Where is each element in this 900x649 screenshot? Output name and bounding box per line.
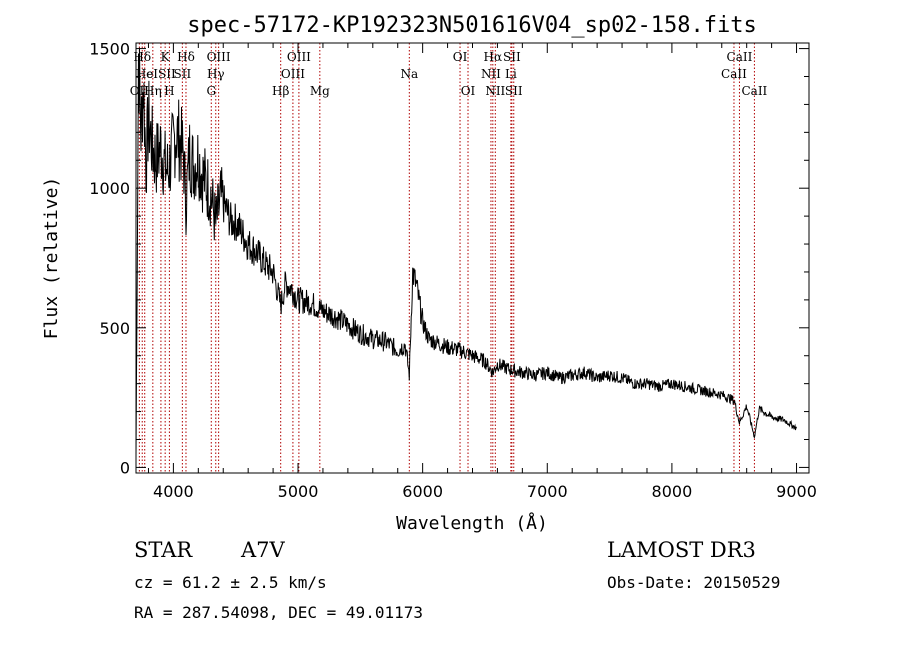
line-label-26: CaII bbox=[721, 67, 747, 81]
line-label-10: Hγ bbox=[207, 67, 225, 81]
line-label-9: OIII bbox=[207, 50, 231, 64]
line-label-15: Mg bbox=[310, 84, 330, 98]
x-tick-label-2: 6000 bbox=[402, 482, 443, 501]
y-axis-label: Flux (relative) bbox=[41, 177, 62, 340]
line-label-27: CaII bbox=[741, 84, 767, 98]
x-tick-label-5: 9000 bbox=[776, 482, 817, 501]
y-tick-label-2: 1000 bbox=[89, 179, 130, 198]
line-label-6: H bbox=[164, 84, 174, 98]
line-label-14: OIII bbox=[281, 67, 305, 81]
line-label-13: OIII bbox=[287, 50, 311, 64]
survey-name: LAMOST DR3 bbox=[607, 538, 756, 562]
line-label-5: eISII bbox=[146, 67, 176, 81]
coordinates: RA = 287.54098, DEC = 49.01173 bbox=[134, 603, 423, 622]
line-label-12: Hβ bbox=[272, 84, 289, 98]
line-label-19: Hα bbox=[484, 50, 503, 64]
line-label-0: Hδ bbox=[133, 50, 151, 64]
line-label-24: SII bbox=[505, 84, 523, 98]
line-label-16: Na bbox=[400, 67, 418, 81]
chart-title: spec-57172-KP192323N501616V04_sp02-158.f… bbox=[187, 13, 757, 38]
observation-date: Obs-Date: 20150529 bbox=[607, 573, 781, 592]
plot-frame bbox=[135, 42, 810, 474]
y-tick-label-3: 1500 bbox=[89, 40, 130, 59]
spectral-subclass: A7V bbox=[241, 538, 285, 562]
y-tick-label-1: 500 bbox=[99, 319, 130, 338]
y-tick-label-0: 0 bbox=[120, 458, 130, 477]
x-tick-label-1: 5000 bbox=[278, 482, 319, 501]
line-label-11: G bbox=[206, 84, 216, 98]
x-axis-label: Wavelength (Å) bbox=[396, 512, 548, 534]
object-type: STAR bbox=[134, 538, 193, 562]
x-tick-label-4: 8000 bbox=[652, 482, 693, 501]
line-label-8: SII bbox=[174, 67, 192, 81]
spectrum-series bbox=[135, 47, 797, 457]
line-label-23: Li bbox=[505, 67, 517, 81]
x-tick-label-3: 7000 bbox=[527, 482, 568, 501]
line-label-22: SII bbox=[503, 50, 521, 64]
line-label-25: CaII bbox=[727, 50, 753, 64]
x-axis: 4000 5000 6000 7000 8000 9000 bbox=[147, 43, 817, 501]
line-label-21: NII bbox=[485, 84, 505, 98]
line-label-7: Hδ bbox=[177, 50, 195, 64]
spectrum-line bbox=[135, 47, 797, 457]
line-label-17: OI bbox=[453, 50, 468, 64]
line-markers bbox=[138, 43, 755, 473]
redshift-velocity: cz = 61.2 ± 2.5 km/s bbox=[134, 573, 327, 592]
line-label-4: K bbox=[161, 50, 171, 64]
line-label-18: OI bbox=[461, 84, 476, 98]
y-axis: 0 500 1000 1500 bbox=[89, 40, 809, 477]
line-label-20: NII bbox=[481, 67, 501, 81]
x-tick-label-0: 4000 bbox=[153, 482, 194, 501]
line-label-3: Hη bbox=[144, 84, 162, 98]
